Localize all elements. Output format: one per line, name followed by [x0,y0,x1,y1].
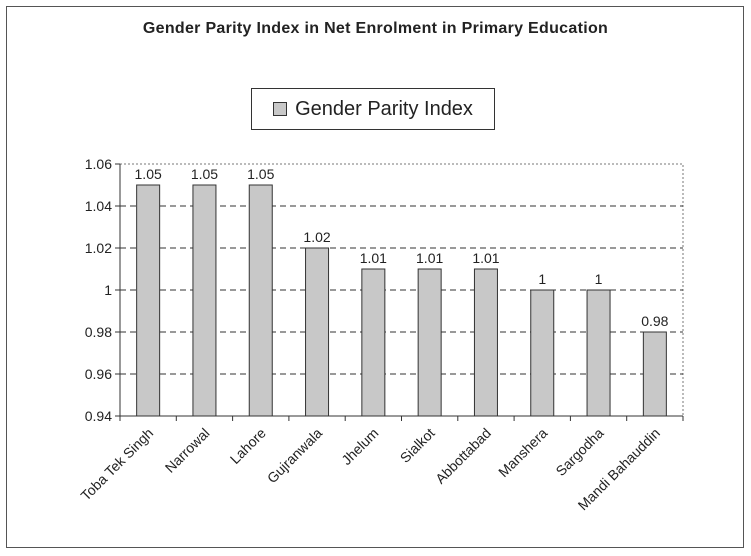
data-label: 1.01 [472,250,499,266]
x-tick-label: Abbottabad [432,425,494,487]
data-label: 1.01 [416,250,443,266]
data-label: 1 [538,271,546,287]
x-tick-label: Sargodha [552,425,606,479]
bar [305,247,330,417]
bar [586,289,611,417]
y-tick-label: 0.96 [85,366,112,382]
y-tick-label: 1.02 [85,240,112,256]
bar [530,289,555,417]
x-tick-label: Jhelum [338,425,381,468]
bar [361,268,386,417]
x-tick-label: Sialkot [397,425,438,466]
data-label: 1.05 [191,166,218,182]
data-label: 0.98 [641,313,668,329]
x-tick-label: Toba Tek Singh [77,425,156,504]
data-label: 1.05 [247,166,274,182]
bar [248,184,273,417]
y-tick-label: 0.94 [85,408,112,424]
x-tick-label: Manshera [495,425,550,480]
data-label: 1 [595,271,603,287]
chart-title: Gender Parity Index in Net Enrolment in … [142,20,609,37]
x-tick-label: Gujranwala [264,425,326,487]
bar [417,268,442,417]
y-tick-label: 0.98 [85,324,112,340]
legend-swatch [273,102,288,116]
bar [473,268,498,417]
data-label: 1.02 [303,229,330,245]
data-label: 1.01 [360,250,387,266]
bar [136,184,161,417]
legend: Gender Parity Index [251,88,495,130]
bar [192,184,217,417]
y-tick-label: 1.04 [85,198,112,214]
legend-label: Gender Parity Index [295,97,473,120]
y-tick-label: 1 [104,282,112,298]
x-tick-label: Lahore [227,425,269,467]
bar [642,331,667,417]
y-tick-label: 1.06 [85,156,112,172]
x-tick-label: Narrowal [162,425,213,476]
data-label: 1.05 [135,166,162,182]
